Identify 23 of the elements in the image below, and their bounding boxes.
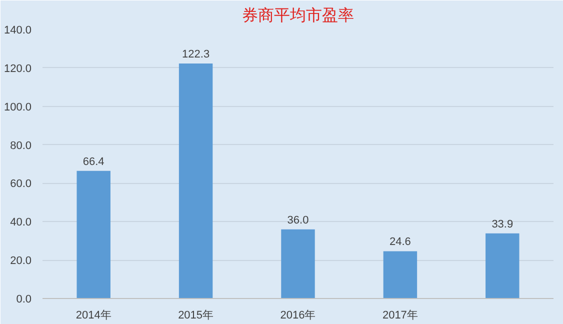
- x-tick-label: 2017年: [382, 310, 418, 322]
- bar: [383, 251, 418, 298]
- y-tick-label: 20.0: [10, 255, 32, 268]
- y-tick-label: 60.0: [10, 178, 32, 190]
- bar: [281, 229, 315, 298]
- y-tick-label: 140.0: [4, 24, 32, 36]
- y-tick-label: 0.0: [16, 294, 32, 306]
- y-tick-label: 40.0: [10, 216, 32, 229]
- bar: [178, 64, 213, 298]
- x-tick-label: 2014年: [76, 310, 112, 322]
- data-label: 66.4: [82, 156, 104, 168]
- chart-title: 券商平均市盈率: [242, 6, 354, 24]
- bar: [486, 233, 520, 298]
- y-tick-label: 120.0: [4, 62, 32, 75]
- x-tick-label: 2015年: [178, 310, 214, 322]
- data-label: 33.9: [492, 218, 514, 230]
- bar: [76, 170, 110, 298]
- data-label: 122.3: [182, 48, 210, 61]
- data-label: 36.0: [287, 214, 309, 226]
- y-tick-label: 100.0: [4, 101, 32, 114]
- x-tick-label: 2016年: [280, 310, 316, 322]
- y-tick-label: 80.0: [10, 140, 32, 152]
- data-label: 24.6: [389, 236, 411, 248]
